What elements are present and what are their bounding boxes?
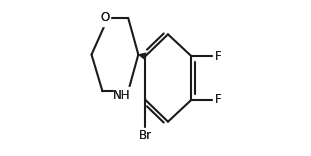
Polygon shape xyxy=(138,53,146,59)
Text: F: F xyxy=(215,93,222,106)
Bar xyxy=(213,48,224,64)
Bar xyxy=(99,10,110,26)
Text: Br: Br xyxy=(139,129,152,142)
Text: O: O xyxy=(100,11,109,24)
Text: Br: Br xyxy=(139,129,152,142)
Text: NH: NH xyxy=(113,89,131,102)
Bar xyxy=(213,92,224,108)
Text: F: F xyxy=(215,93,222,106)
Text: NH: NH xyxy=(113,89,131,102)
Bar xyxy=(114,87,130,103)
Text: F: F xyxy=(215,50,222,63)
Bar xyxy=(137,128,153,144)
Text: O: O xyxy=(100,11,109,24)
Text: F: F xyxy=(215,50,222,63)
